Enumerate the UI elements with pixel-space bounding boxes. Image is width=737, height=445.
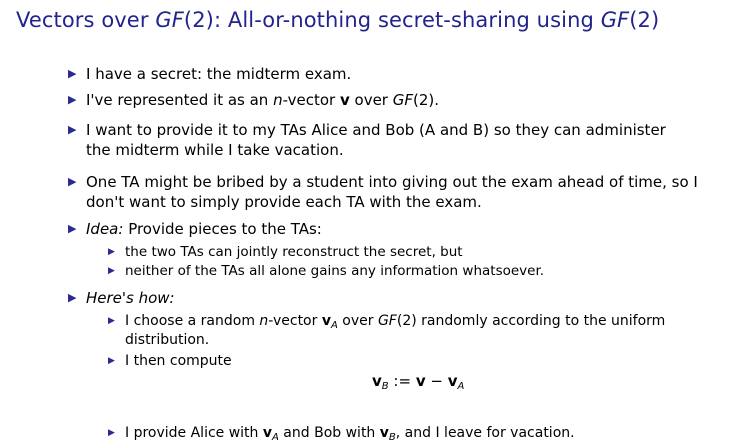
math-vector-v: v: [339, 91, 350, 109]
math-gf: GF: [377, 313, 397, 329]
title-prefix: Vectors over: [16, 8, 156, 32]
slide-title: Vectors over GF(2): All-or-nothing secre…: [16, 8, 659, 32]
math-gf: GF: [392, 91, 414, 109]
bullet-text: , and I leave for vacation.: [395, 425, 575, 441]
bullet-secret: ▶ I have a secret: the midterm exam.: [68, 64, 726, 84]
subbullet-choose: ▶ I choose a random n-vector vA over GF(…: [108, 312, 715, 350]
math-subscript: A: [330, 320, 338, 331]
math-subscript: A: [272, 432, 279, 443]
bullet-line: One TA might be bribed by a student into…: [86, 173, 698, 191]
bullet-line: I choose a random n-vector vA over GF(2)…: [125, 312, 715, 331]
title-gf-2: GF: [600, 8, 630, 32]
bullet-text: (2).: [413, 91, 440, 109]
bullet-text: I've represented it as an: [86, 91, 274, 109]
title-suffix: (2): [629, 8, 660, 32]
heres-how-label: Here's how:: [86, 289, 175, 307]
bullet-marker-icon: ▶: [68, 291, 77, 304]
bullet-marker-icon: ▶: [68, 93, 77, 106]
bullet-marker-icon: ▶: [108, 266, 115, 276]
bullet-line: the midterm while I take vacation.: [86, 141, 344, 159]
title-mid: (2): All-or-nothing secret-sharing using: [183, 8, 601, 32]
bullet-text: I then compute: [125, 353, 232, 369]
math-vector-v: v: [321, 313, 331, 329]
math-subscript: B: [381, 381, 389, 392]
bullet-text: I have a secret: the midterm exam.: [86, 65, 352, 83]
math-vector-v: v: [262, 425, 273, 441]
bullet-marker-icon: ▶: [108, 428, 115, 438]
subbullet-jointly: ▶ the two TAs can jointly reconstruct th…: [108, 243, 715, 262]
bullet-text: over: [337, 313, 378, 329]
bullet-bribed: ▶ One TA might be bribed by a student in…: [68, 172, 726, 212]
bullet-line: distribution.: [125, 332, 210, 348]
title-gf: GF: [155, 8, 184, 32]
bullet-line: I want to provide it to my TAs Alice and…: [86, 121, 666, 139]
bullet-marker-icon: ▶: [68, 175, 77, 188]
bullet-provide-tas: ▶ I want to provide it to my TAs Alice a…: [68, 120, 726, 160]
bullet-marker-icon: ▶: [68, 67, 77, 80]
bullet-text: the two TAs can jointly reconstruct the …: [125, 244, 463, 260]
bullet-text: I provide Alice with: [125, 425, 263, 441]
bullet-text: over: [349, 91, 393, 109]
bullet-marker-icon: ▶: [108, 316, 115, 326]
bullet-text: neither of the TAs all alone gains any i…: [125, 263, 545, 279]
math-n: n: [259, 313, 269, 329]
bullet-line: don't want to simply provide each TA wit…: [86, 193, 482, 211]
math-subscript: A: [457, 381, 465, 392]
formula-vb: vB := v − vA: [372, 372, 465, 392]
math-vector-v: v: [447, 372, 458, 390]
math-minus: −: [425, 372, 448, 390]
bullet-text: Provide pieces to the TAs:: [123, 220, 322, 238]
math-assign: :=: [388, 372, 416, 390]
math-vector-v: v: [372, 372, 382, 390]
bullet-text: -vector: [282, 91, 340, 109]
bullet-represented: ▶ I've represented it as an n-vector v o…: [68, 90, 726, 110]
math-n: n: [273, 91, 283, 109]
bullet-idea: ▶ Idea: Provide pieces to the TAs:: [68, 219, 726, 239]
bullet-text: -vector: [268, 313, 322, 329]
subbullet-compute: ▶ I then compute: [108, 352, 715, 371]
subbullet-provide: ▶ I provide Alice with vA and Bob with v…: [108, 424, 715, 443]
bullet-heres-how: ▶ Here's how:: [68, 288, 726, 308]
bullet-text: I choose a random: [125, 313, 260, 329]
bullet-text: (2) randomly according to the uniform: [396, 313, 666, 329]
idea-label: Idea:: [86, 220, 124, 238]
math-vector-v: v: [379, 425, 389, 441]
bullet-marker-icon: ▶: [68, 123, 77, 136]
bullet-marker-icon: ▶: [108, 356, 115, 366]
subbullet-neither: ▶ neither of the TAs all alone gains any…: [108, 262, 715, 281]
bullet-marker-icon: ▶: [68, 222, 77, 235]
bullet-text: and Bob with: [278, 425, 380, 441]
math-vector-v: v: [415, 372, 426, 390]
bullet-marker-icon: ▶: [108, 247, 115, 257]
math-subscript: B: [388, 432, 396, 443]
